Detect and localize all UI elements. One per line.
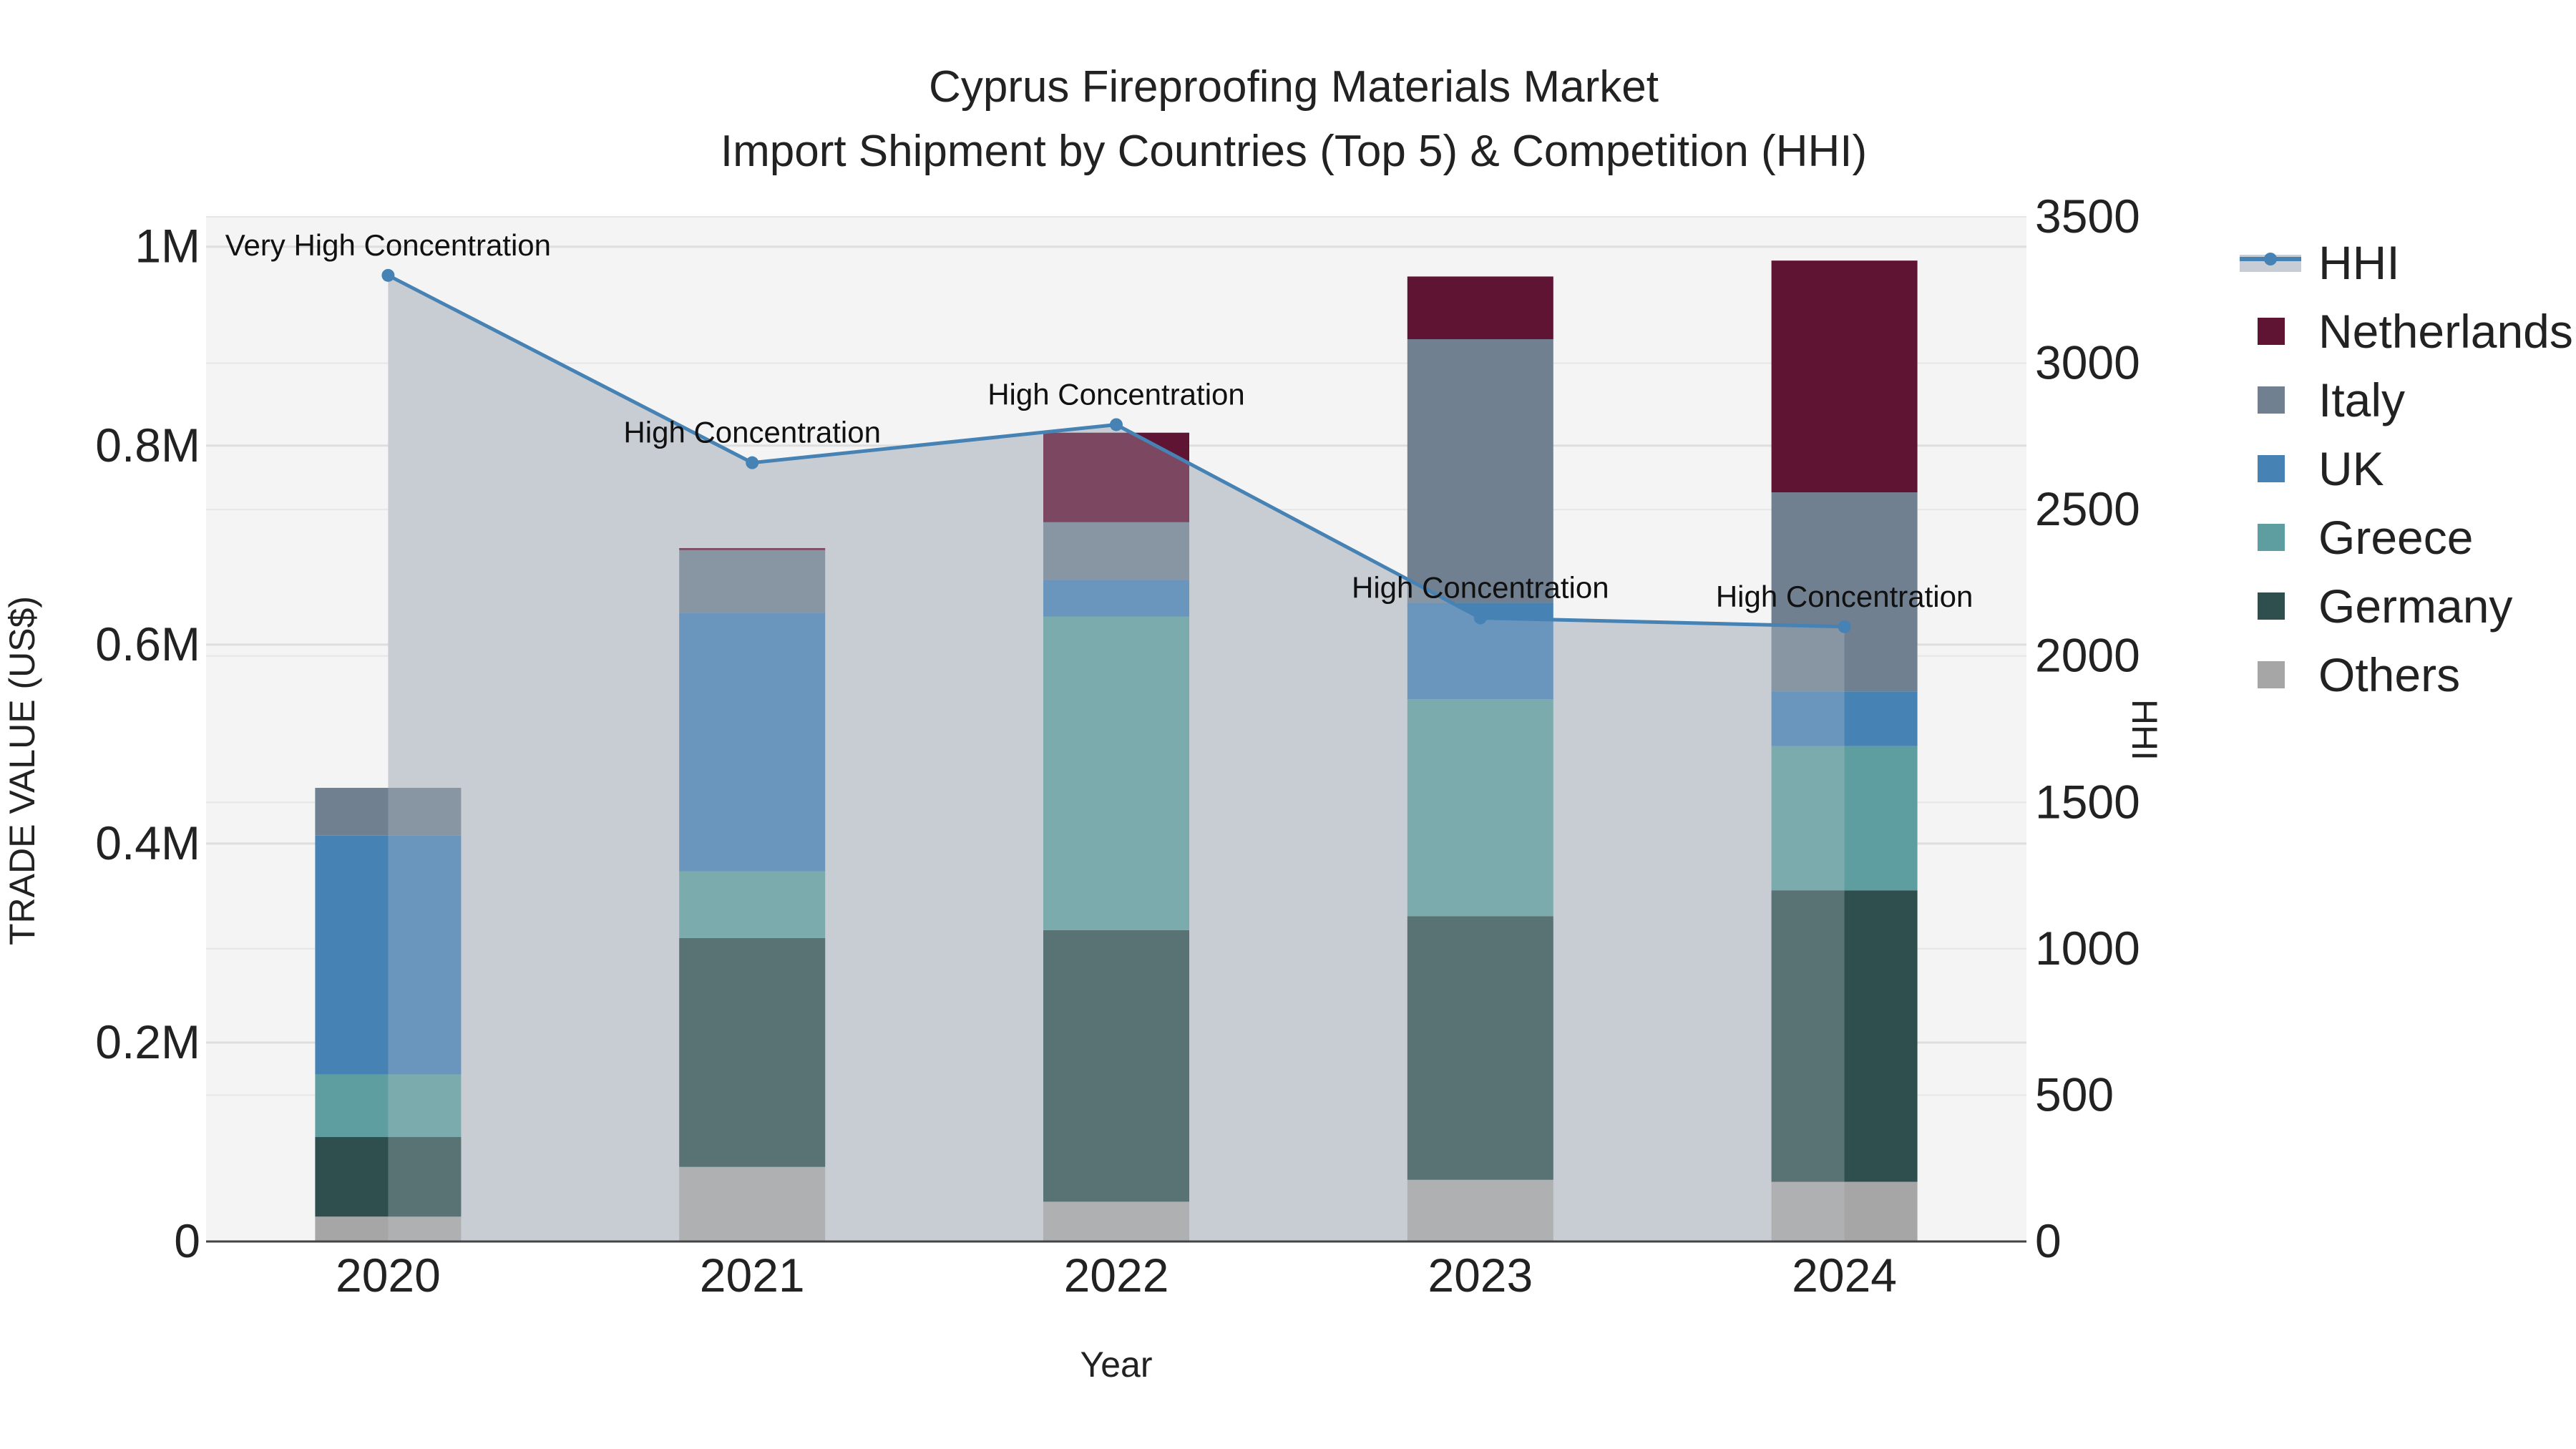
bar-netherlands-2024[interactable] (1771, 260, 1918, 493)
legend-swatch-greece[interactable] (2258, 524, 2285, 551)
bar-italy-2021[interactable] (679, 550, 826, 613)
x-tick-label-2020: 2020 (336, 1249, 441, 1302)
bar-others-2021[interactable] (679, 1166, 826, 1241)
bar-germany-2023[interactable] (1407, 916, 1553, 1180)
bar-italy-2020[interactable] (315, 788, 462, 836)
bar-netherlands-2023[interactable] (1407, 276, 1553, 340)
bar-italy-2022[interactable] (1043, 522, 1189, 580)
bar-others-2020[interactable] (315, 1216, 462, 1241)
bar-netherlands-2021[interactable] (679, 547, 826, 550)
hhi-annotation-2022: High Concentration (987, 377, 1245, 411)
x-tick-label-2023: 2023 (1428, 1249, 1533, 1302)
bar-greece-2023[interactable] (1407, 699, 1553, 917)
bar-greece-2022[interactable] (1043, 616, 1189, 930)
y2-tick-label: 500 (2035, 1068, 2114, 1121)
hhi-point-2024[interactable] (1838, 620, 1851, 633)
hhi-annotation-2023: High Concentration (1352, 571, 1609, 605)
bar-uk-2022[interactable] (1043, 580, 1189, 617)
y-tick-label: 1M (135, 220, 200, 273)
y-tick-label: 0.8M (95, 419, 200, 472)
chart-subtitle: Import Shipment by Countries (Top 5) & C… (721, 127, 1867, 176)
y2-axis-title: HHI (2124, 699, 2165, 761)
y2-tick-label: 2000 (2035, 629, 2140, 682)
hhi-annotation-2020: Very High Concentration (225, 228, 551, 262)
x-tick-label-2021: 2021 (700, 1249, 805, 1302)
y-axis-title: TRADE VALUE (US$) (2, 596, 42, 945)
y2-tick-label: 2500 (2035, 482, 2140, 535)
legend-label-germany[interactable]: Germany (2318, 580, 2512, 633)
bar-italy-2023[interactable] (1407, 339, 1553, 603)
bar-germany-2024[interactable] (1771, 890, 1918, 1182)
y-tick-label: 0.6M (95, 618, 200, 670)
y2-tick-label: 1500 (2035, 775, 2140, 828)
bar-others-2023[interactable] (1407, 1179, 1553, 1241)
hhi-point-2023[interactable] (1473, 611, 1487, 625)
hhi-point-2020[interactable] (381, 268, 395, 282)
legend-label-others[interactable]: Others (2318, 648, 2460, 701)
bar-germany-2021[interactable] (679, 937, 826, 1167)
bar-germany-2022[interactable] (1043, 930, 1189, 1202)
bar-netherlands-2022[interactable] (1043, 432, 1189, 522)
bar-greece-2024[interactable] (1771, 746, 1918, 891)
legend-label-italy[interactable]: Italy (2318, 374, 2405, 426)
y2-tick-label: 0 (2035, 1214, 2062, 1267)
bar-uk-2021[interactable] (679, 613, 826, 872)
bar-uk-2020[interactable] (315, 835, 462, 1075)
hhi-area-overlay (388, 275, 1845, 1241)
legend-swatch-germany[interactable] (2258, 592, 2285, 620)
legend-swatch-netherlands[interactable] (2258, 318, 2285, 345)
bars (315, 260, 1918, 1241)
hhi-point-2021[interactable] (746, 456, 759, 469)
legend-label-hhi[interactable]: HHI (2318, 236, 2400, 289)
hhi-point-2022[interactable] (1110, 418, 1123, 431)
bar-others-2024[interactable] (1771, 1181, 1918, 1241)
bar-italy-2024[interactable] (1771, 492, 1918, 692)
chart-title: Cyprus Fireproofing Materials Market (929, 62, 1659, 112)
x-tick-label-2024: 2024 (1792, 1249, 1897, 1302)
x-tick-label-2022: 2022 (1064, 1249, 1169, 1302)
bar-others-2022[interactable] (1043, 1201, 1189, 1241)
y-tick-label: 0.4M (95, 816, 200, 869)
legend-label-uk[interactable]: UK (2318, 442, 2384, 495)
legend-swatch-uk[interactable] (2258, 455, 2285, 482)
y2-tick-label: 1000 (2035, 922, 2140, 975)
hhi-annotation-2021: High Concentration (623, 416, 881, 449)
legend-swatch-others[interactable] (2258, 661, 2285, 688)
legend-label-greece[interactable]: Greece (2318, 511, 2473, 564)
legend: HHI Netherlands Italy UK Greece Germany Others (2240, 236, 2573, 701)
legend-swatch-italy[interactable] (2258, 386, 2285, 414)
y-tick-label: 0.2M (95, 1015, 200, 1068)
legend-hhi-swatch-marker[interactable] (2264, 253, 2277, 265)
bar-greece-2020[interactable] (315, 1074, 462, 1138)
bar-germany-2020[interactable] (315, 1137, 462, 1217)
x-axis-title: Year (1080, 1345, 1152, 1385)
legend-label-netherlands[interactable]: Netherlands (2318, 305, 2573, 358)
bar-greece-2021[interactable] (679, 871, 826, 938)
hhi-annotation-2024: High Concentration (1716, 580, 1974, 613)
y2-tick-label: 3500 (2035, 190, 2140, 243)
bar-uk-2024[interactable] (1771, 691, 1918, 746)
y2-tick-label: 3000 (2035, 336, 2140, 389)
y-tick-label: 0 (174, 1214, 200, 1267)
